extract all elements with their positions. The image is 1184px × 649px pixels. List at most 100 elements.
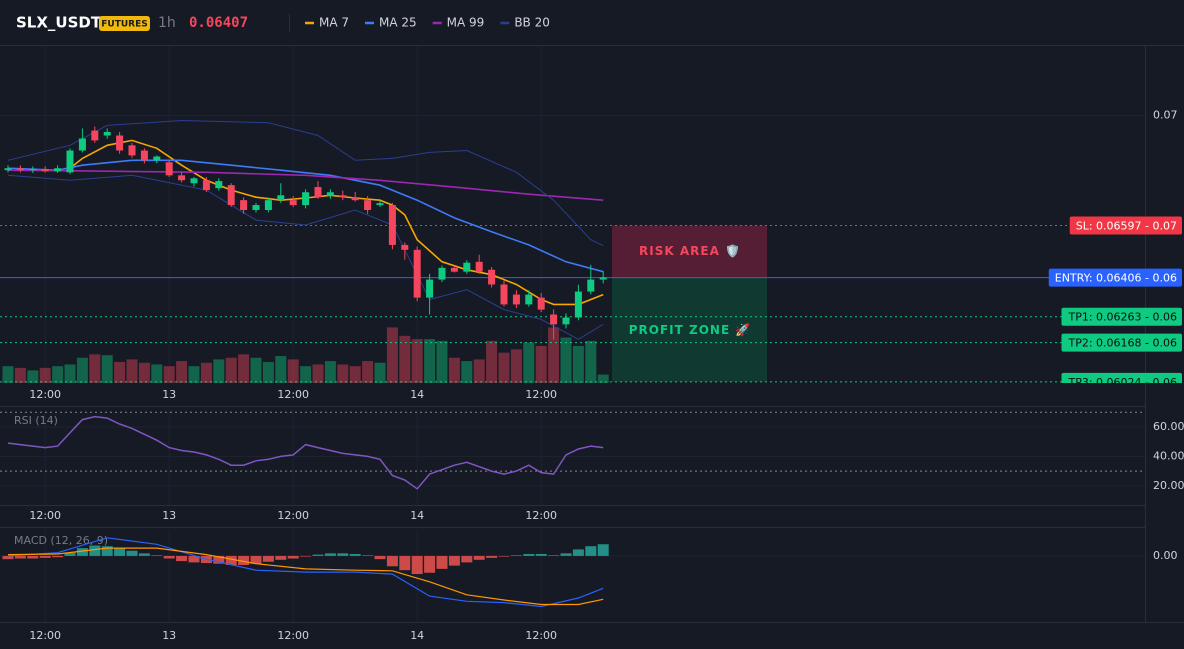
macd-bar [399,555,411,571]
candle-body [537,297,545,310]
volume-bar [461,361,473,383]
macd-bar [523,553,535,556]
macd-bar [548,555,560,556]
rsi-panel: RSI (14) [0,410,1145,505]
badge: FUTURES [101,20,147,30]
panel-title: RSI (14) [14,414,58,427]
macd-bar [262,555,274,562]
candle-body [574,291,582,318]
x-tick-label: 12:00 [29,629,61,642]
candle-body [438,267,446,280]
candle-body [376,203,384,206]
volume-bar [14,367,26,383]
macd-bar [337,553,349,556]
volume-bar [225,357,237,383]
macd-bar [89,545,101,556]
candle-body [190,178,198,184]
candle-body [277,195,285,201]
candle-body [326,192,334,197]
candle-body [103,131,111,136]
macd-bar [597,544,609,556]
last-price: 0.06407 [189,15,248,31]
macd-bar [126,550,138,556]
volume-bar [498,352,510,383]
y-tick-label: 0.07 [1153,109,1178,122]
candle-body [140,150,148,161]
volume-bar [585,340,597,383]
candle-body [525,294,533,305]
macd-bar [324,553,336,556]
volume-bar [52,366,64,383]
badge-bg [99,16,150,31]
macd-bar [374,555,386,560]
macd-line [7,547,604,606]
volume-bar [2,366,14,383]
volume-bar [424,339,436,383]
x-tick-label: 12:00 [277,629,309,642]
ma-line [7,169,604,201]
y-tick-label: 40.00 [1153,449,1184,462]
x-tick-label: 12:00 [525,509,557,522]
macd-bar [250,555,262,564]
zone-label: PROFIT ZONE 🚀 [629,323,752,337]
candle-body [339,195,347,198]
macd-bar [572,549,584,556]
candle-body [450,267,458,272]
level-label-bg [1061,307,1182,326]
ma-line [7,119,604,247]
macd-bar [510,555,522,556]
candle-body [41,169,49,172]
x-tick-label: 14 [410,629,424,642]
volume-bar [163,366,175,383]
macd-bar [64,552,76,556]
macd-bar [76,548,88,556]
volume-bar [572,345,584,383]
candle-body [562,317,570,325]
legend: MA 7 MA 25 MA 99 BB 20 [305,16,550,30]
macd-bar [349,553,361,556]
volume-bar [64,364,76,383]
macd-bar [473,555,485,560]
legend-label: MA 7 [319,16,349,30]
level-label: TP3: 0.06024 - 0.06 [1068,376,1178,389]
volume-bar [436,340,448,383]
x-tick-label: 14 [410,509,424,522]
x-tick-label: 12:00 [29,509,61,522]
volume-bar [399,335,411,383]
macd-bar [39,555,51,558]
y-tick-label: 0.00 [1153,549,1178,562]
macd-bar [225,555,237,565]
volume-bar [411,339,423,383]
volume-bar [300,366,312,383]
volume-bar [312,364,324,383]
candle-body [289,200,297,206]
candle-body [302,192,310,206]
volume-bar [374,362,386,383]
macd-bar [386,555,398,567]
volume-bar [448,357,460,383]
macd-bar [163,555,175,559]
x-tick-label: 13 [162,388,176,401]
candle-body [599,277,607,280]
x-tick-label: 12:00 [525,388,557,401]
volume-bar [114,361,126,383]
macd-bar [448,555,460,566]
volume-bar [287,359,299,383]
candle-body [29,169,37,171]
volume-bar [101,355,113,383]
volume-bar [535,345,547,383]
volume-bar [548,327,560,383]
legend-label: BB 20 [514,16,550,30]
interval: 1h [158,15,176,31]
macd-bar [275,555,287,560]
volume-bar [262,361,274,383]
macd-bar [461,555,473,563]
rsi-line [7,415,604,490]
candle-body [264,200,272,210]
candle-body [351,197,359,201]
macd-bar [300,555,312,557]
price-panel: RISK AREA 🛡️ PROFIT ZONE 🚀 SL: 0.06597 - 0… [0,46,1182,389]
volume-bar [597,374,609,383]
